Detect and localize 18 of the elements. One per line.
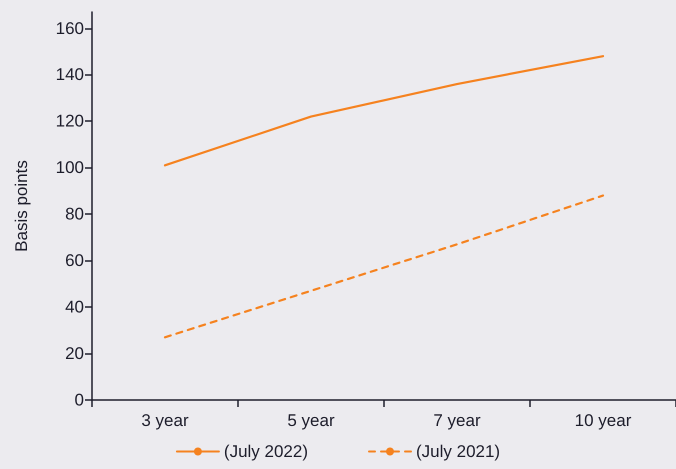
line-series — [164, 194, 604, 338]
y-tick-label: 100 — [56, 158, 84, 178]
x-tick-label: 3 year — [141, 411, 189, 430]
y-tick-label: 20 — [65, 344, 84, 364]
legend-label: (July 2021) — [416, 442, 500, 461]
y-tick-label: 0 — [74, 390, 84, 410]
y-axis-title: Basis points — [12, 160, 31, 252]
y-tick-label: 80 — [65, 204, 84, 224]
y-tick-label: 160 — [56, 18, 84, 38]
legend-label: (July 2022) — [224, 442, 308, 461]
x-tick-label: 10 year — [574, 411, 632, 430]
y-tick-label: 60 — [65, 251, 84, 270]
y-tick-label: 140 — [56, 65, 84, 84]
y-tick-label: 40 — [65, 298, 84, 317]
y-tick-label: 120 — [56, 112, 84, 131]
x-tick-label: 5 year — [287, 411, 335, 430]
x-tick-label: 7 year — [433, 411, 481, 430]
line-series — [164, 55, 604, 166]
